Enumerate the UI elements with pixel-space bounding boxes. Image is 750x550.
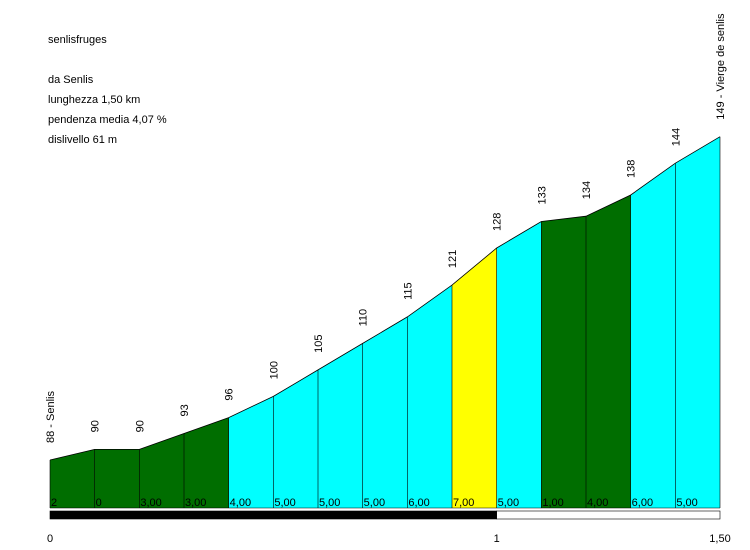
profile-segment <box>452 248 497 508</box>
x-tick-label: 1,50 <box>709 533 730 545</box>
altitude-label: 115 <box>402 282 414 300</box>
grade-label: 5,00 <box>319 497 340 509</box>
grade-label: 4,00 <box>587 497 608 509</box>
profile-segment <box>318 343 363 508</box>
altitude-label: 121 <box>447 250 459 268</box>
profile-segment <box>362 316 408 508</box>
profile-segment <box>675 136 720 508</box>
profile-segment <box>94 449 140 508</box>
altitude-label: 90 <box>90 420 102 432</box>
grade-label: 6,00 <box>632 497 653 509</box>
profile-segment <box>228 396 274 508</box>
grade-label: 4,00 <box>230 497 251 509</box>
profile-segment <box>630 163 676 508</box>
altitude-label: 134 <box>581 181 593 199</box>
climb-name: senlisfruges <box>48 34 107 46</box>
altitude-label: 110 <box>358 309 370 327</box>
climb-start: da Senlis <box>48 74 94 86</box>
profile-segment <box>273 369 318 508</box>
profile-segment <box>184 417 229 508</box>
grade-label: 2 <box>51 497 57 509</box>
scale-bar-white <box>496 510 721 520</box>
profile-segment <box>139 433 184 508</box>
altitude-label: 105 <box>313 335 325 353</box>
grade-label: 3,00 <box>140 497 161 509</box>
distance-scale: 0 1 1,50 <box>47 507 731 545</box>
x-tick-label: 1 <box>494 533 500 545</box>
altitude-labels: 88 - Senlis 90 90 93 96 100 105 110 115 121 128 133… <box>45 13 727 443</box>
altitude-label: 100 <box>268 361 280 379</box>
altitude-label: 93 <box>179 404 191 416</box>
profile-segment <box>586 195 631 508</box>
altitude-label: 133 <box>536 186 548 204</box>
profile-segment <box>496 221 542 508</box>
grade-label: 0 <box>96 497 102 509</box>
climb-info: senlisfruges da Senlis lunghezza 1,50 km… <box>48 30 167 150</box>
altitude-label: 96 <box>224 388 236 400</box>
altitude-label: 90 <box>134 420 146 432</box>
grade-label: 6,00 <box>408 497 429 509</box>
grade-label: 1,00 <box>542 497 563 509</box>
altitude-label: 128 <box>492 213 504 231</box>
profile-segment <box>50 449 95 508</box>
grade-label: 5,00 <box>364 497 385 509</box>
altitude-label: 88 - Senlis <box>45 391 57 443</box>
climb-length: lunghezza 1,50 km <box>48 94 141 106</box>
x-tick-label: 0 <box>47 533 53 545</box>
climb-gradient: pendenza media 4,07 % <box>48 114 167 126</box>
climb-elevation-gain: dislivello 61 m <box>48 134 118 146</box>
profile-outline <box>49 136 721 461</box>
grade-label: 5,00 <box>274 497 295 509</box>
altitude-label: 144 <box>670 128 682 146</box>
grade-label: 7,00 <box>453 497 474 509</box>
altitude-label: 149 - Vierge de senlis <box>715 13 727 120</box>
grade-label: 5,00 <box>498 497 519 509</box>
profile-segment <box>541 216 586 508</box>
profile-segments <box>49 136 721 508</box>
grade-label: 3,00 <box>185 497 206 509</box>
scale-bar-black <box>49 510 497 520</box>
grade-labels: 2 0 3,00 3,00 4,00 5,00 5,00 5,00 6,00 7,00 5,00 1,… <box>51 497 698 509</box>
profile-segment <box>407 285 452 508</box>
altitude-label: 138 <box>626 160 638 178</box>
grade-label: 5,00 <box>676 497 697 509</box>
